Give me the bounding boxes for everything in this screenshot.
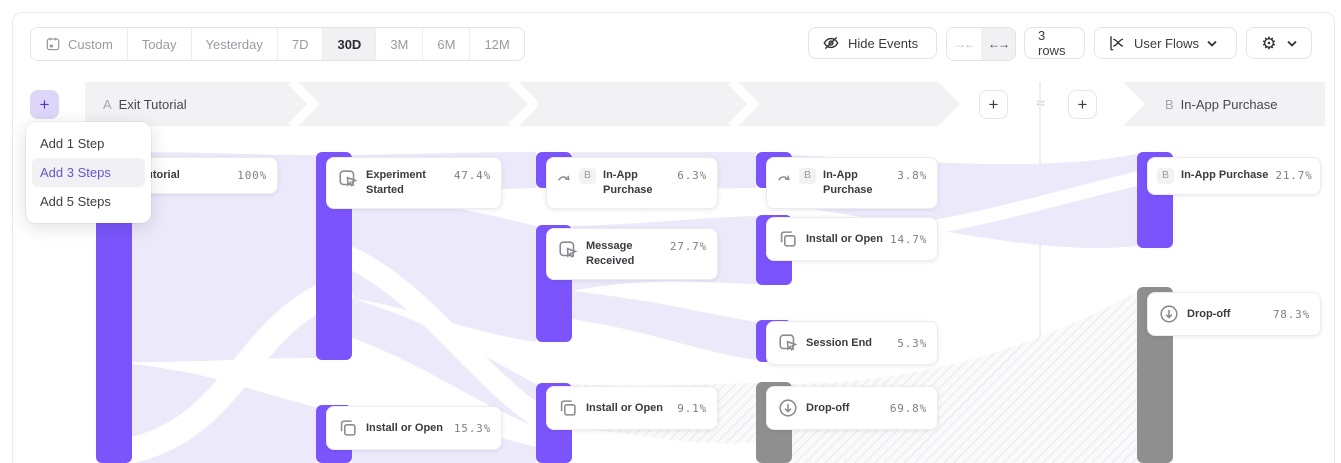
flow-b-badge: B (579, 168, 597, 184)
chevron-down-icon (1287, 40, 1297, 47)
node-value: 47.4% (453, 169, 491, 182)
date-range-label: Custom (68, 36, 113, 52)
date-range-label: 7D (291, 36, 309, 52)
menu-item-add-1-step[interactable]: Add 1 Step (40, 136, 105, 151)
node-value: 15.3% (453, 421, 491, 435)
install-icon (780, 231, 796, 247)
node-label: Drop-off (806, 401, 850, 414)
hide-events-label: Hide Events (848, 35, 919, 51)
node-install-or-open-step2[interactable]: Install or Open 15.3% (326, 406, 502, 450)
node-value: 5.3% (897, 336, 927, 350)
node-value: 27.7% (669, 240, 707, 253)
node-value: 14.7% (890, 232, 928, 246)
hide-events-button[interactable]: Hide Events (808, 27, 937, 59)
node-label: Install or Open (366, 421, 444, 434)
date-range-30d[interactable]: 30D (323, 28, 377, 60)
date-range-control: Custom Today Yesterday 7D 30D 3M 6M 12M (30, 27, 525, 61)
date-range-3m[interactable]: 3M (376, 28, 424, 60)
menu-item-add-5-steps[interactable]: Add 5 Steps (40, 194, 111, 209)
toolbar: Custom Today Yesterday 7D 30D 3M 6M 12M … (0, 27, 1341, 61)
add-step-button-left[interactable]: + (30, 90, 59, 119)
node-value: 69.8% (889, 401, 927, 415)
flow-letter: B (1165, 96, 1174, 112)
node-label: Install or Open (806, 232, 884, 245)
node-drop-off-step4[interactable]: Drop-off 69.8% (766, 386, 938, 430)
flow-title: In-App Purchase (1180, 96, 1278, 112)
flow-width-toggle: →← ←→ (946, 27, 1016, 61)
flows-chart-icon (1110, 36, 1124, 51)
node-label: In-App Purchase (1181, 169, 1269, 182)
expand-arrows-icon: ←→ (988, 37, 1010, 51)
node-value: 9.1% (677, 401, 707, 415)
install-icon (560, 400, 576, 416)
date-range-label: 12M (484, 36, 510, 52)
gear-icon: ⚙ (1261, 33, 1277, 53)
skip-arrow-icon (558, 175, 570, 181)
node-in-app-purchase-b[interactable]: B In-App Purchase 21.7% (1147, 157, 1321, 195)
node-label: Session End (806, 336, 873, 349)
node-session-end[interactable]: Session End 5.3% (766, 321, 938, 365)
node-value: 100% (237, 168, 267, 182)
eye-off-icon (823, 36, 839, 50)
rows-label: 3 rows (1038, 28, 1066, 58)
date-range-12m[interactable]: 12M (470, 28, 524, 60)
node-value: 78.3% (1272, 307, 1310, 321)
view-selector-label: User Flows (1134, 35, 1200, 51)
date-range-today[interactable]: Today (127, 28, 192, 60)
node-value: 21.7% (1275, 169, 1313, 183)
node-in-app-purchase-step4[interactable]: B In-App Purchase 3.8% (766, 157, 938, 209)
prepend-step-button-flow-b[interactable]: + (1068, 90, 1097, 119)
expand-flows-button[interactable]: ←→ (981, 28, 1015, 60)
node-label: In-App Purchase (823, 169, 873, 196)
flow-letter: A (103, 96, 112, 112)
append-step-button-flow-a[interactable]: + (979, 90, 1008, 119)
drop-off-icon (1160, 305, 1178, 323)
date-range-label: 3M (390, 36, 409, 52)
node-label: Experiment Started (366, 169, 426, 196)
event-cursor-icon (779, 334, 798, 351)
flow-b-badge: B (799, 168, 817, 184)
date-range-label: Yesterday (205, 36, 263, 52)
date-range-label: 30D (337, 36, 362, 52)
node-label: In-App Purchase (603, 169, 653, 196)
flow-header-b[interactable]: B In-App Purchase (1123, 82, 1325, 126)
rows-button[interactable]: 3 rows (1024, 27, 1085, 59)
settings-button[interactable]: ⚙ (1246, 27, 1312, 59)
date-range-yesterday[interactable]: Yesterday (191, 28, 278, 60)
view-selector-button[interactable]: User Flows (1094, 27, 1237, 59)
node-value: 3.8% (897, 169, 927, 182)
node-experiment-started[interactable]: Experiment Started 47.4% (326, 157, 502, 209)
node-drop-off-b[interactable]: Drop-off 78.3% (1147, 292, 1321, 336)
install-icon (340, 420, 356, 436)
node-label: Install or Open (586, 401, 664, 414)
collapse-arrows-icon: →← (954, 37, 976, 51)
node-in-app-purchase-step3[interactable]: B In-App Purchase 6.3% (546, 157, 718, 209)
date-range-custom[interactable]: Custom (31, 28, 128, 60)
node-value: 6.3% (677, 169, 707, 182)
plus-icon: + (988, 94, 999, 114)
node-install-or-open-step3[interactable]: Install or Open 9.1% (546, 386, 718, 430)
flow-b-badge: B (1157, 168, 1175, 184)
skip-arrow-icon (778, 175, 790, 181)
node-install-or-open-step4[interactable]: Install or Open 14.7% (766, 217, 938, 261)
date-range-label: Today (141, 36, 177, 52)
node-message-received[interactable]: Message Received 27.7% (546, 228, 718, 280)
plus-icon: + (1077, 94, 1088, 114)
flow-title: Exit Tutorial (118, 96, 187, 112)
menu-item-add-3-steps[interactable]: Add 3 Steps (32, 158, 145, 187)
date-range-7d[interactable]: 7D (277, 28, 324, 60)
event-cursor-icon (559, 241, 578, 258)
date-range-6m[interactable]: 6M (423, 28, 471, 60)
date-range-label: 6M (437, 36, 456, 52)
node-label: Message Received (586, 240, 635, 267)
chevron-down-icon (1207, 40, 1217, 47)
plus-icon: + (39, 94, 50, 114)
event-cursor-icon (339, 170, 358, 187)
collapse-flows-button[interactable]: →← (947, 28, 981, 60)
drop-off-icon (779, 399, 797, 417)
add-step-menu: Add 1 Step Add 3 Steps Add 5 Steps (26, 122, 151, 223)
calendar-icon (46, 37, 60, 51)
node-label: Drop-off (1187, 307, 1231, 320)
